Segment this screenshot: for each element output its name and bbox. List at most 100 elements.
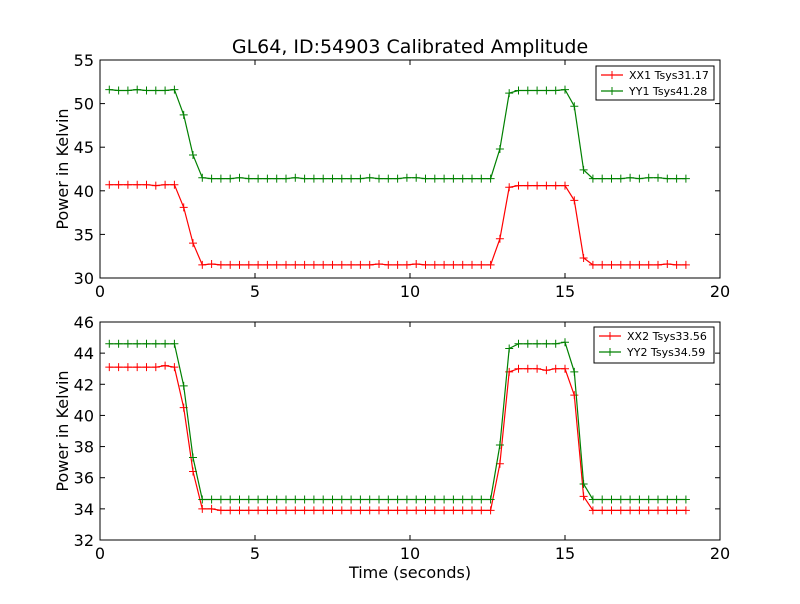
series-2 [105, 338, 690, 504]
data-point [542, 181, 551, 190]
data-point [393, 506, 402, 515]
data-point [672, 506, 681, 515]
y-tick-label: 45 [74, 138, 94, 157]
data-point [226, 174, 235, 183]
data-point [170, 180, 179, 189]
data-point [328, 506, 337, 515]
data-point [440, 260, 449, 269]
y-tick-label: 40 [74, 406, 94, 425]
data-point [207, 495, 216, 504]
data-point [365, 495, 374, 504]
data-point [598, 174, 607, 183]
data-point [654, 260, 662, 269]
data-point [654, 173, 662, 182]
data-point [170, 363, 179, 372]
x-tick-label: 5 [250, 282, 260, 301]
data-point [644, 506, 653, 515]
legend-label: YY1 Tsys41.28 [628, 85, 707, 98]
data-point [189, 151, 197, 160]
data-point [263, 506, 272, 515]
data-point [523, 364, 532, 373]
data-point [337, 506, 346, 515]
data-point [170, 85, 179, 94]
data-point [616, 506, 625, 515]
data-point [365, 260, 374, 269]
data-point [319, 174, 328, 183]
data-point [542, 366, 551, 375]
data-point [105, 339, 114, 348]
data-point [533, 181, 542, 190]
data-point [468, 260, 476, 269]
data-point [672, 495, 681, 504]
data-point [523, 86, 532, 95]
data-point [588, 260, 597, 269]
data-point [291, 495, 300, 504]
data-point [533, 339, 542, 348]
data-point [505, 183, 514, 192]
data-point [598, 495, 607, 504]
data-point [123, 86, 132, 95]
y-tick-label: 34 [74, 500, 94, 519]
data-point [105, 180, 114, 189]
data-point [598, 260, 607, 269]
data-point [458, 260, 467, 269]
data-point [514, 339, 523, 348]
data-point [495, 234, 504, 243]
data-point [151, 339, 160, 348]
data-point [282, 506, 290, 515]
data-point [644, 260, 653, 269]
data-point [458, 506, 467, 515]
data-point [319, 495, 328, 504]
data-point [179, 203, 188, 212]
data-point [356, 260, 365, 269]
data-point [365, 173, 374, 182]
data-point [561, 85, 569, 94]
data-point [114, 339, 123, 348]
data-point [626, 173, 635, 182]
data-point [402, 260, 411, 269]
data-point [133, 363, 142, 372]
data-point [440, 495, 449, 504]
data-point [216, 495, 225, 504]
data-point [235, 260, 244, 269]
data-point [161, 361, 170, 370]
data-point [681, 495, 690, 504]
data-point [105, 363, 114, 372]
data-point [384, 495, 393, 504]
data-point [356, 506, 365, 515]
data-point [486, 260, 495, 269]
data-point [486, 174, 495, 183]
data-point [626, 495, 635, 504]
data-point [486, 506, 495, 515]
data-point [151, 363, 160, 372]
data-point [189, 239, 197, 248]
y-tick-label: 42 [74, 375, 94, 394]
data-point [477, 506, 486, 515]
data-point [300, 174, 309, 183]
chart-title: GL64, ID:54903 Calibrated Amplitude [232, 36, 588, 58]
legend-marker [608, 87, 616, 95]
data-point [235, 506, 244, 515]
y-tick-label: 50 [74, 95, 94, 114]
data-point [142, 339, 151, 348]
data-point [570, 367, 579, 376]
data-point [226, 495, 235, 504]
data-point [384, 506, 393, 515]
data-point [654, 495, 662, 504]
data-point [505, 344, 514, 353]
x-tick-label: 0 [95, 544, 105, 563]
data-point [626, 260, 635, 269]
legend-marker [606, 348, 614, 356]
data-point [114, 86, 123, 95]
y-tick-label: 55 [74, 51, 94, 70]
data-point [588, 174, 597, 183]
data-point [291, 260, 300, 269]
data-point [440, 506, 449, 515]
data-point [254, 260, 263, 269]
legend-label: XX1 Tsys31.17 [629, 69, 709, 82]
data-point [375, 506, 383, 515]
data-point [393, 495, 402, 504]
y-axis-label: Power in Kelvin [53, 108, 72, 229]
data-point [198, 504, 207, 513]
data-point [309, 260, 318, 269]
